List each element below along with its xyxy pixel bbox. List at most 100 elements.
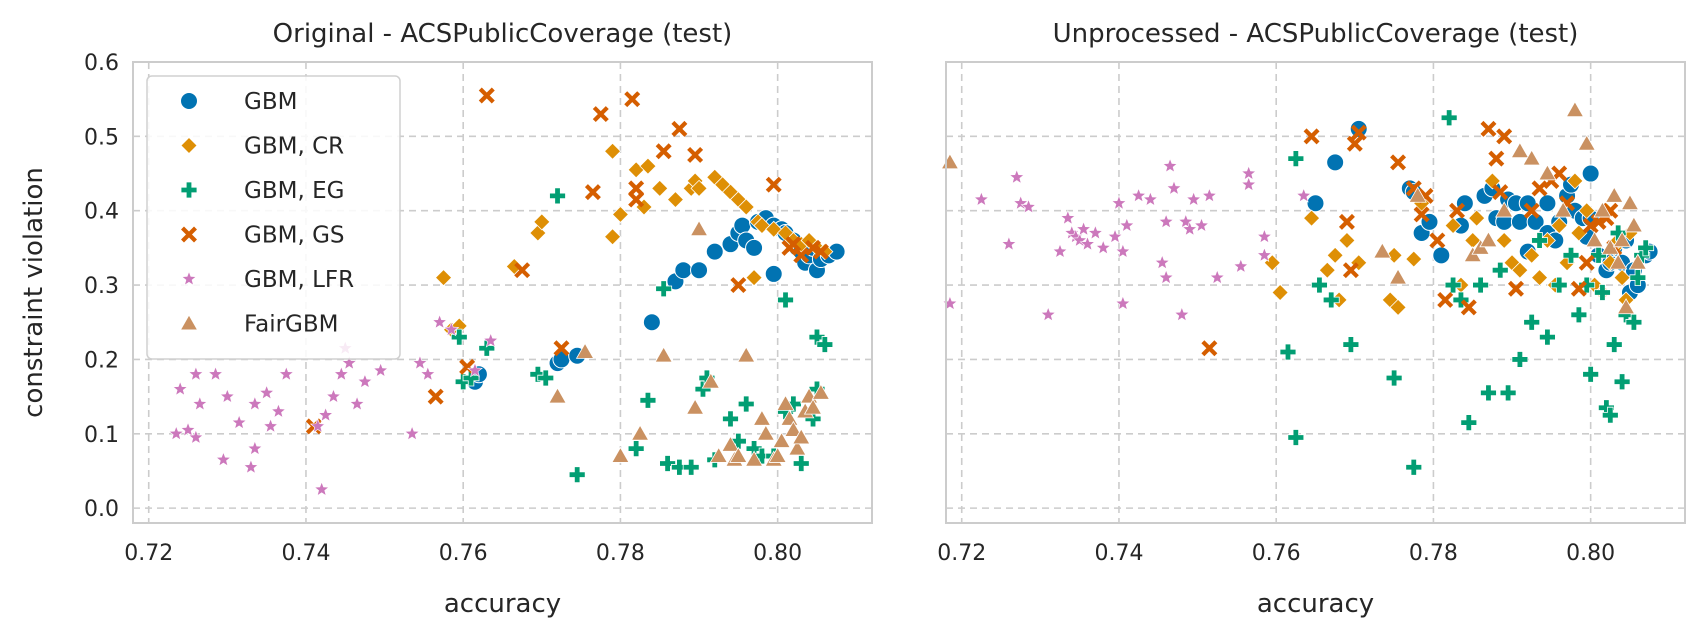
point-gbm-lfr bbox=[278, 365, 295, 382]
point-fairgbm bbox=[940, 153, 960, 170]
point-gbm-lfr bbox=[1256, 246, 1273, 263]
point-gbm-cr bbox=[603, 228, 622, 246]
point-gbm-gs bbox=[1578, 254, 1595, 271]
point-gbm-cr bbox=[1483, 172, 1501, 190]
series-gbm-lfr bbox=[942, 157, 1312, 322]
point-fairgbm bbox=[811, 383, 831, 400]
legend-label: GBM, LFR bbox=[244, 267, 354, 293]
point-gbm-cr bbox=[1385, 246, 1403, 264]
point-gbm-gs bbox=[1492, 184, 1509, 201]
point-gbm bbox=[674, 261, 693, 280]
point-gbm-cr bbox=[1326, 246, 1344, 264]
point-gbm-gs bbox=[1531, 180, 1548, 197]
point-gbm-cr bbox=[651, 179, 669, 197]
point-gbm-eg bbox=[1578, 276, 1596, 294]
point-gbm-eg bbox=[639, 391, 657, 409]
point-gbm-cr bbox=[611, 205, 629, 223]
point-gbm-lfr bbox=[356, 373, 373, 389]
point-gbm-lfr bbox=[973, 191, 990, 207]
point-gbm-eg bbox=[1570, 306, 1588, 324]
point-gbm-cr bbox=[434, 269, 453, 287]
series-gbm-cr bbox=[434, 142, 834, 339]
point-gbm-eg bbox=[1405, 458, 1423, 476]
point-gbm-eg bbox=[1491, 261, 1509, 279]
point-fairgbm bbox=[1608, 253, 1628, 270]
point-gbm-gs bbox=[730, 277, 747, 294]
legend-item-gbm-lfr: GBM, LFR bbox=[181, 267, 354, 293]
point-fairgbm bbox=[1577, 134, 1596, 151]
point-gbm-lfr bbox=[1209, 269, 1226, 285]
chart-title: Original - ACSPublicCoverage (test) bbox=[273, 19, 733, 49]
point-gbm-eg bbox=[1342, 336, 1360, 353]
point-gbm-cr bbox=[745, 269, 763, 287]
point-gbm-eg bbox=[1311, 276, 1328, 294]
point-gbm bbox=[733, 216, 752, 235]
point-gbm-gs bbox=[1201, 340, 1218, 357]
point-gbm bbox=[1432, 246, 1451, 265]
legend-label: FairGBM bbox=[244, 312, 339, 338]
point-gbm-lfr bbox=[404, 425, 421, 441]
plot-original: 0.72 0.74 0.76 0.78 0.80 0.0 0.1 0.2 0.3 0.4 0.5 0.… bbox=[19, 19, 873, 619]
x-tick-label: 0.76 bbox=[439, 541, 488, 566]
point-fairgbm bbox=[776, 394, 795, 411]
point-fairgbm bbox=[1585, 231, 1604, 248]
point-gbm-eg bbox=[1613, 373, 1631, 391]
point-gbm-eg bbox=[1625, 313, 1643, 331]
point-gbm-lfr bbox=[231, 414, 248, 430]
point-gbm-gs bbox=[1496, 128, 1513, 145]
point-gbm-eg bbox=[1539, 328, 1556, 346]
point-fairgbm bbox=[744, 450, 764, 467]
point-gbm-eg bbox=[1480, 384, 1497, 402]
point-gbm-lfr bbox=[215, 451, 232, 467]
point-gbm-lfr bbox=[443, 321, 460, 337]
point-gbm-lfr bbox=[1181, 220, 1198, 237]
point-gbm-lfr bbox=[1114, 295, 1131, 311]
point-gbm-lfr bbox=[1173, 306, 1190, 322]
point-gbm-lfr bbox=[168, 425, 185, 441]
point-fairgbm bbox=[803, 398, 823, 415]
plot-frame bbox=[945, 61, 1686, 524]
point-gbm-lfr bbox=[1020, 198, 1037, 214]
plot-unprocessed: 0.72 0.74 0.76 0.78 0.80 Unprocessed - ACSPub… bbox=[937, 19, 1686, 619]
point-fairgbm bbox=[1479, 231, 1498, 248]
point-gbm-gs bbox=[1346, 135, 1363, 152]
point-gbm-cr bbox=[639, 157, 657, 175]
point-gbm-gs bbox=[1437, 291, 1454, 308]
point-gbm-cr bbox=[603, 142, 622, 160]
x-tick-label: 0.74 bbox=[1094, 541, 1143, 566]
point-fairgbm bbox=[1388, 268, 1408, 285]
point-gbm-gs bbox=[1338, 213, 1355, 230]
point-fairgbm bbox=[701, 372, 721, 389]
point-gbm-gs bbox=[427, 388, 444, 405]
point-gbm-gs bbox=[1488, 150, 1505, 167]
point-gbm-lfr bbox=[258, 384, 275, 400]
point-gbm-gs bbox=[785, 236, 802, 253]
x-axis-label: accuracy bbox=[444, 589, 561, 619]
y-tick-label: 0.4 bbox=[84, 200, 119, 225]
point-gbm-gs bbox=[765, 176, 782, 193]
point-gbm-eg bbox=[682, 458, 700, 476]
point-gbm-cr bbox=[1495, 231, 1513, 250]
point-gbm-eg bbox=[1637, 239, 1655, 257]
point-gbm bbox=[1326, 153, 1345, 172]
point-gbm bbox=[764, 264, 783, 283]
point-gbm bbox=[1306, 194, 1325, 213]
point-gbm-lfr bbox=[309, 418, 326, 434]
point-gbm-eg bbox=[529, 365, 547, 383]
point-fairgbm bbox=[1612, 231, 1632, 248]
point-gbm-lfr bbox=[1118, 217, 1135, 233]
point-gbm-lfr bbox=[180, 421, 196, 437]
x-tick-label: 0.76 bbox=[1252, 541, 1301, 566]
point-gbm-lfr bbox=[1111, 194, 1127, 211]
point-gbm-lfr bbox=[1130, 187, 1147, 203]
point-gbm-gs bbox=[514, 262, 531, 279]
point-gbm bbox=[745, 238, 764, 257]
point-gbm-cr bbox=[1444, 217, 1462, 235]
y-tick-label: 0.2 bbox=[84, 348, 119, 373]
point-gbm-lfr bbox=[1166, 180, 1182, 196]
point-fairgbm bbox=[729, 446, 748, 463]
point-fairgbm bbox=[772, 431, 791, 448]
point-gbm bbox=[1581, 164, 1600, 183]
point-fairgbm bbox=[1553, 201, 1573, 218]
point-gbm-gs bbox=[1460, 299, 1477, 316]
